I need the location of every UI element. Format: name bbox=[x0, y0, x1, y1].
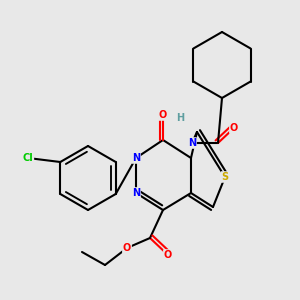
Text: O: O bbox=[159, 110, 167, 120]
Text: N: N bbox=[188, 138, 196, 148]
Text: S: S bbox=[221, 172, 229, 182]
Text: N: N bbox=[132, 153, 140, 163]
Text: O: O bbox=[164, 250, 172, 260]
Text: N: N bbox=[132, 188, 140, 198]
Text: O: O bbox=[123, 243, 131, 253]
Text: H: H bbox=[176, 113, 184, 123]
Text: Cl: Cl bbox=[22, 153, 33, 163]
Text: O: O bbox=[230, 123, 238, 133]
